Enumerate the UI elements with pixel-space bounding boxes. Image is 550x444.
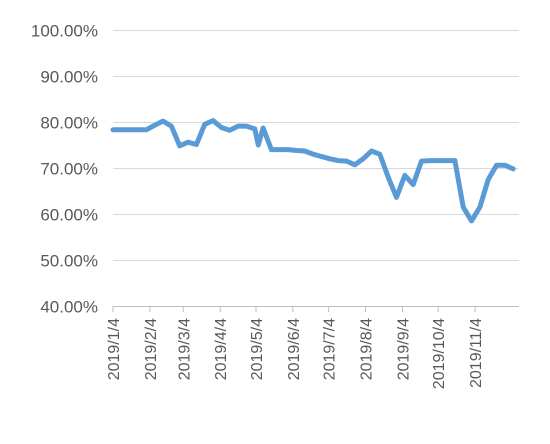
x-tick-label: 2019/1/4 (106, 318, 123, 380)
y-tick-label: 100.00% (31, 22, 98, 41)
x-axis (113, 306, 519, 312)
y-tick-label: 80.00% (40, 114, 98, 133)
x-tick-label: 2019/6/4 (286, 318, 303, 380)
x-tick-label: 2019/10/4 (431, 318, 448, 389)
y-tick-label: 50.00% (40, 252, 98, 271)
x-tick-label: 2019/2/4 (143, 318, 160, 380)
y-tick-label: 90.00% (40, 68, 98, 87)
series-layer (113, 121, 513, 221)
x-tick-label: 2019/8/4 (359, 318, 376, 380)
x-tick-label: 2019/7/4 (322, 318, 339, 380)
x-axis-tick-labels: 2019/1/4 2019/2/4 2019/3/4 2019/4/4 2019/5/4… (106, 318, 485, 389)
y-tick-label: 40.00% (40, 298, 98, 317)
y-tick-label: 70.00% (40, 160, 98, 179)
x-tick-label: 2019/4/4 (213, 318, 230, 380)
x-tick-label: 2019/5/4 (249, 318, 266, 380)
y-axis-tick-labels: 40.00% 50.00% 60.00% 70.00% 80.00% 90.00% 100.… (31, 22, 98, 317)
x-tick-label: 2019/11/4 (468, 318, 485, 388)
y-tick-label: 60.00% (40, 206, 98, 225)
x-tick-label: 2019/9/4 (395, 318, 412, 380)
x-tick-label: 2019/3/4 (176, 318, 193, 380)
series-line (113, 121, 513, 221)
gridlines (113, 31, 519, 261)
